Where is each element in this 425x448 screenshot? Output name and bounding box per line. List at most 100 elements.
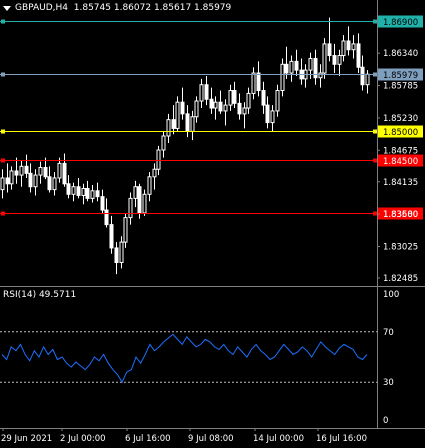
candle-body-bull: [194, 100, 199, 118]
price-tick-label: 1.83025: [383, 242, 418, 252]
candle: [232, 81, 237, 109]
candle: [346, 26, 351, 56]
candle: [137, 183, 142, 219]
price-tick-label: 1.82485: [383, 274, 418, 284]
candle-body-bull: [52, 177, 57, 191]
time-axis: 29 Jun 2021 2 Jul 00:00 6 Jul 16:00 9 Jul 0…: [1, 428, 367, 444]
candle-body-bear: [5, 177, 10, 185]
level-handle-left: [1, 158, 5, 163]
candle-body-bull: [280, 63, 285, 92]
candle: [81, 183, 86, 205]
candle: [237, 93, 242, 120]
level-price-tag: [378, 68, 423, 81]
candle: [114, 242, 119, 275]
candle-body-bull: [365, 73, 370, 86]
candle: [327, 17, 332, 62]
candle: [71, 182, 76, 202]
candle: [28, 163, 33, 193]
level-line: 1.83600: [0, 207, 423, 220]
candle: [294, 49, 299, 76]
chart-header: GBPAUD,H4 1.85745 1.86072 1.85617 1.8597…: [0, 0, 231, 16]
candle: [109, 215, 114, 254]
level-handle-right: [373, 19, 377, 24]
candle-body-bear: [28, 172, 33, 188]
candle-body-bull: [223, 104, 228, 112]
candle: [246, 87, 251, 114]
candle-body-bull: [38, 166, 43, 176]
level-price-label: 1.86900: [383, 18, 418, 28]
level-handle-left: [1, 211, 5, 216]
candle-body-bear: [180, 101, 185, 115]
candle: [161, 131, 166, 158]
candle: [76, 177, 81, 199]
candle: [318, 64, 323, 88]
candle: [209, 87, 214, 114]
rsi-line: [1, 333, 368, 384]
candle-body-bear: [62, 162, 67, 185]
candle-body-bear: [109, 224, 114, 249]
level-price-label: 1.84500: [383, 157, 418, 167]
candle-body-bull: [33, 174, 38, 188]
candle: [142, 189, 147, 216]
candle: [284, 46, 289, 79]
candle: [9, 166, 14, 190]
candle-body-bull: [71, 186, 76, 195]
candle-body-bear: [66, 183, 71, 195]
candle: [261, 81, 266, 114]
candle: [52, 172, 57, 196]
candle-body-bear: [185, 113, 190, 132]
rsi-axis-label: 100: [383, 290, 399, 300]
time-tick-label: 2 Jul 00:00: [60, 434, 106, 444]
candle: [365, 70, 370, 94]
candle: [313, 49, 318, 85]
candle: [351, 35, 356, 59]
candle: [128, 192, 133, 225]
candle-body-bear: [332, 55, 337, 65]
candle-body-bull: [308, 57, 313, 71]
level-handle-left: [1, 72, 5, 77]
candle: [356, 33, 361, 74]
candle-body-bear: [356, 43, 361, 68]
candle-body-bear: [24, 165, 29, 174]
candle-body-bull: [166, 119, 171, 137]
candle: [24, 154, 29, 178]
candle-body-bull: [142, 193, 147, 214]
candle-series: [0, 17, 370, 275]
level-line: 1.85979: [0, 68, 423, 81]
candle-body-bear: [137, 186, 142, 214]
candle-body-bull: [57, 162, 62, 179]
candle: [90, 184, 95, 203]
candle-body-bear: [327, 43, 332, 57]
price-tick-label: 1.84675: [383, 146, 418, 156]
candle-body-bull: [81, 187, 86, 196]
candle: [190, 110, 195, 141]
candle: [57, 157, 62, 183]
price-tick-label: 1.85230: [383, 114, 418, 124]
candle: [62, 153, 67, 187]
level-handle-left: [1, 129, 5, 134]
candle: [322, 38, 327, 79]
candle-body-bear: [360, 66, 365, 86]
candle-body-bull: [242, 107, 247, 115]
candle-body-bear: [284, 63, 289, 74]
level-price-tag: [378, 207, 423, 220]
candle-body-bull: [133, 186, 138, 199]
candle-body-bull: [161, 135, 166, 151]
horizontal-levels: 1.86900 1.85979 1.85000 1.84500 1.83600: [0, 15, 423, 220]
candle-body-bear: [261, 90, 266, 106]
candle-body-bull: [119, 241, 124, 264]
candle: [119, 236, 124, 269]
candle-body-bear: [171, 119, 176, 129]
rsi-axis-label: 0: [383, 416, 388, 426]
level-line: 1.85000: [0, 125, 423, 138]
candle: [341, 35, 346, 62]
time-tick-label: 6 Jul 16:00: [125, 434, 171, 444]
candle: [223, 99, 228, 126]
candle-body-bull: [123, 217, 128, 243]
candle: [95, 182, 100, 202]
rsi-axis-label: 70: [383, 328, 394, 338]
candle: [242, 102, 247, 129]
level-handle-right: [373, 158, 377, 163]
collapse-triangle-icon[interactable]: [3, 5, 11, 11]
